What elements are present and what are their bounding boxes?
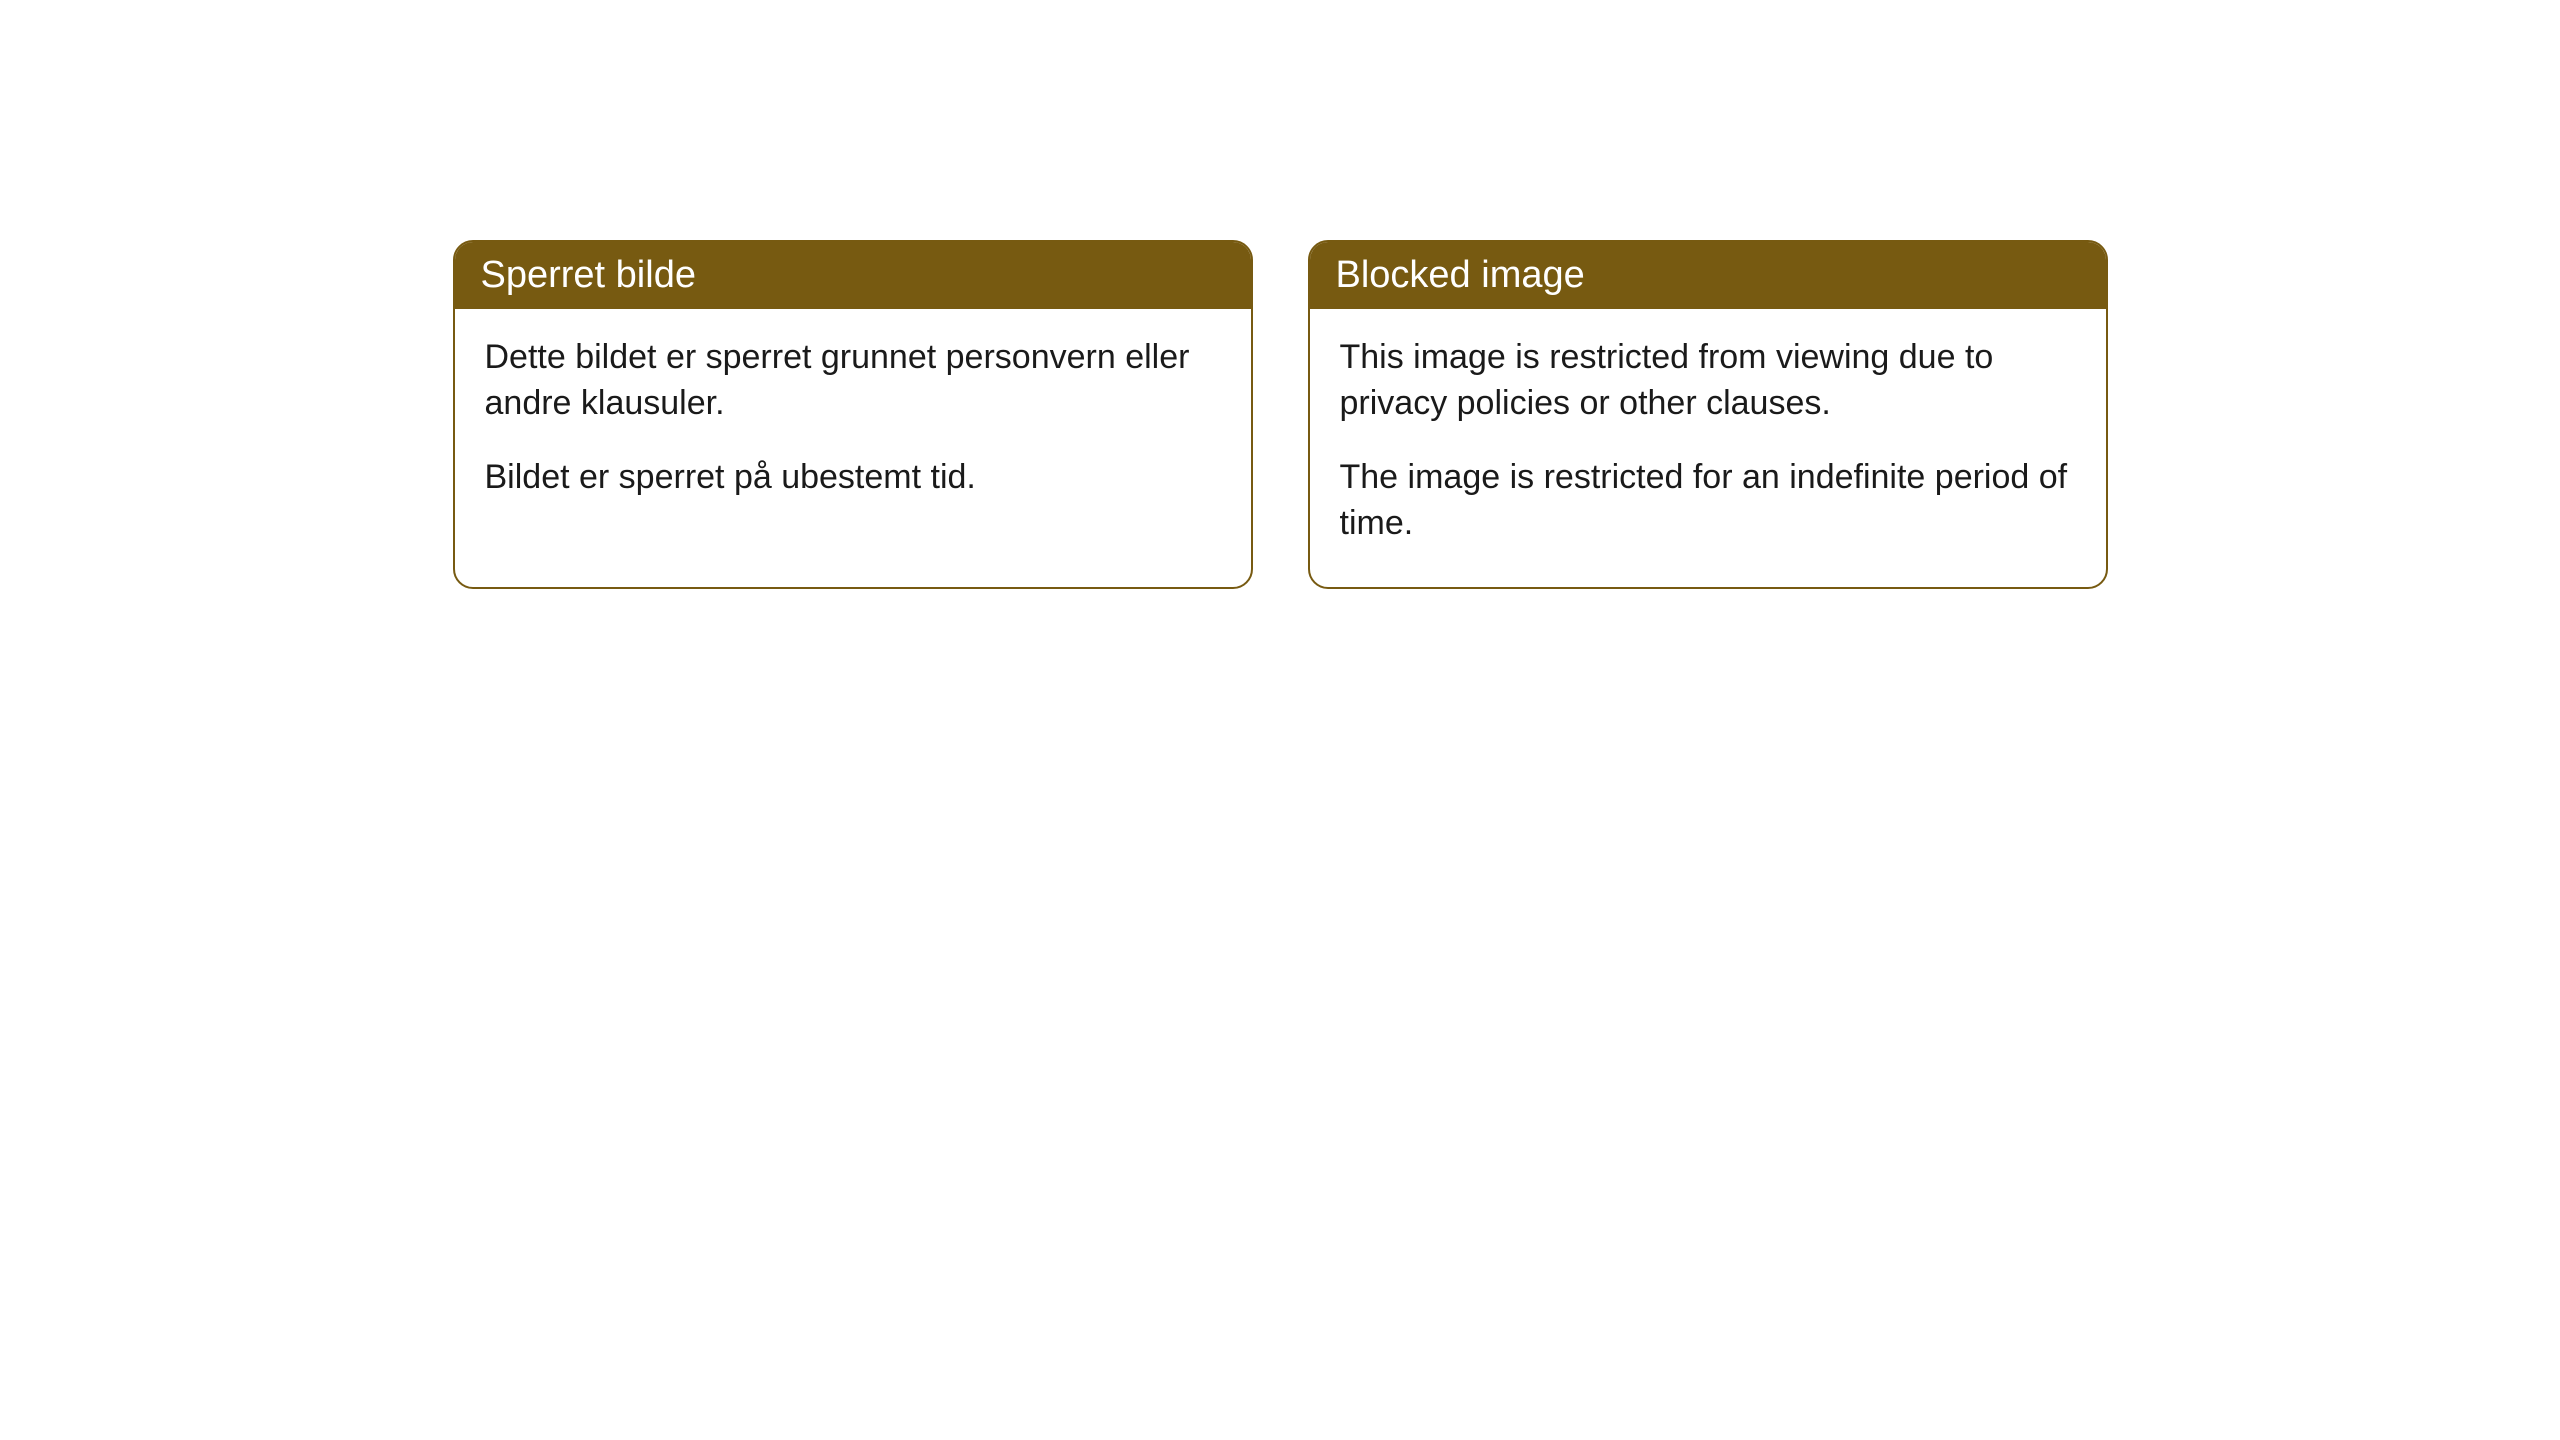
card-header-english: Blocked image (1310, 242, 2106, 309)
blocked-image-card-english: Blocked image This image is restricted f… (1308, 240, 2108, 589)
card-paragraph: Bildet er sperret på ubestemt tid. (485, 455, 1221, 501)
card-body-english: This image is restricted from viewing du… (1310, 309, 2106, 587)
card-body-norwegian: Dette bildet er sperret grunnet personve… (455, 309, 1251, 541)
card-title: Sperret bilde (481, 254, 696, 296)
blocked-image-card-norwegian: Sperret bilde Dette bildet er sperret gr… (453, 240, 1253, 589)
card-header-norwegian: Sperret bilde (455, 242, 1251, 309)
card-title: Blocked image (1336, 254, 1585, 296)
card-paragraph: Dette bildet er sperret grunnet personve… (485, 335, 1221, 427)
card-paragraph: The image is restricted for an indefinit… (1340, 455, 2076, 547)
notice-cards-container: Sperret bilde Dette bildet er sperret gr… (453, 240, 2108, 589)
card-paragraph: This image is restricted from viewing du… (1340, 335, 2076, 427)
